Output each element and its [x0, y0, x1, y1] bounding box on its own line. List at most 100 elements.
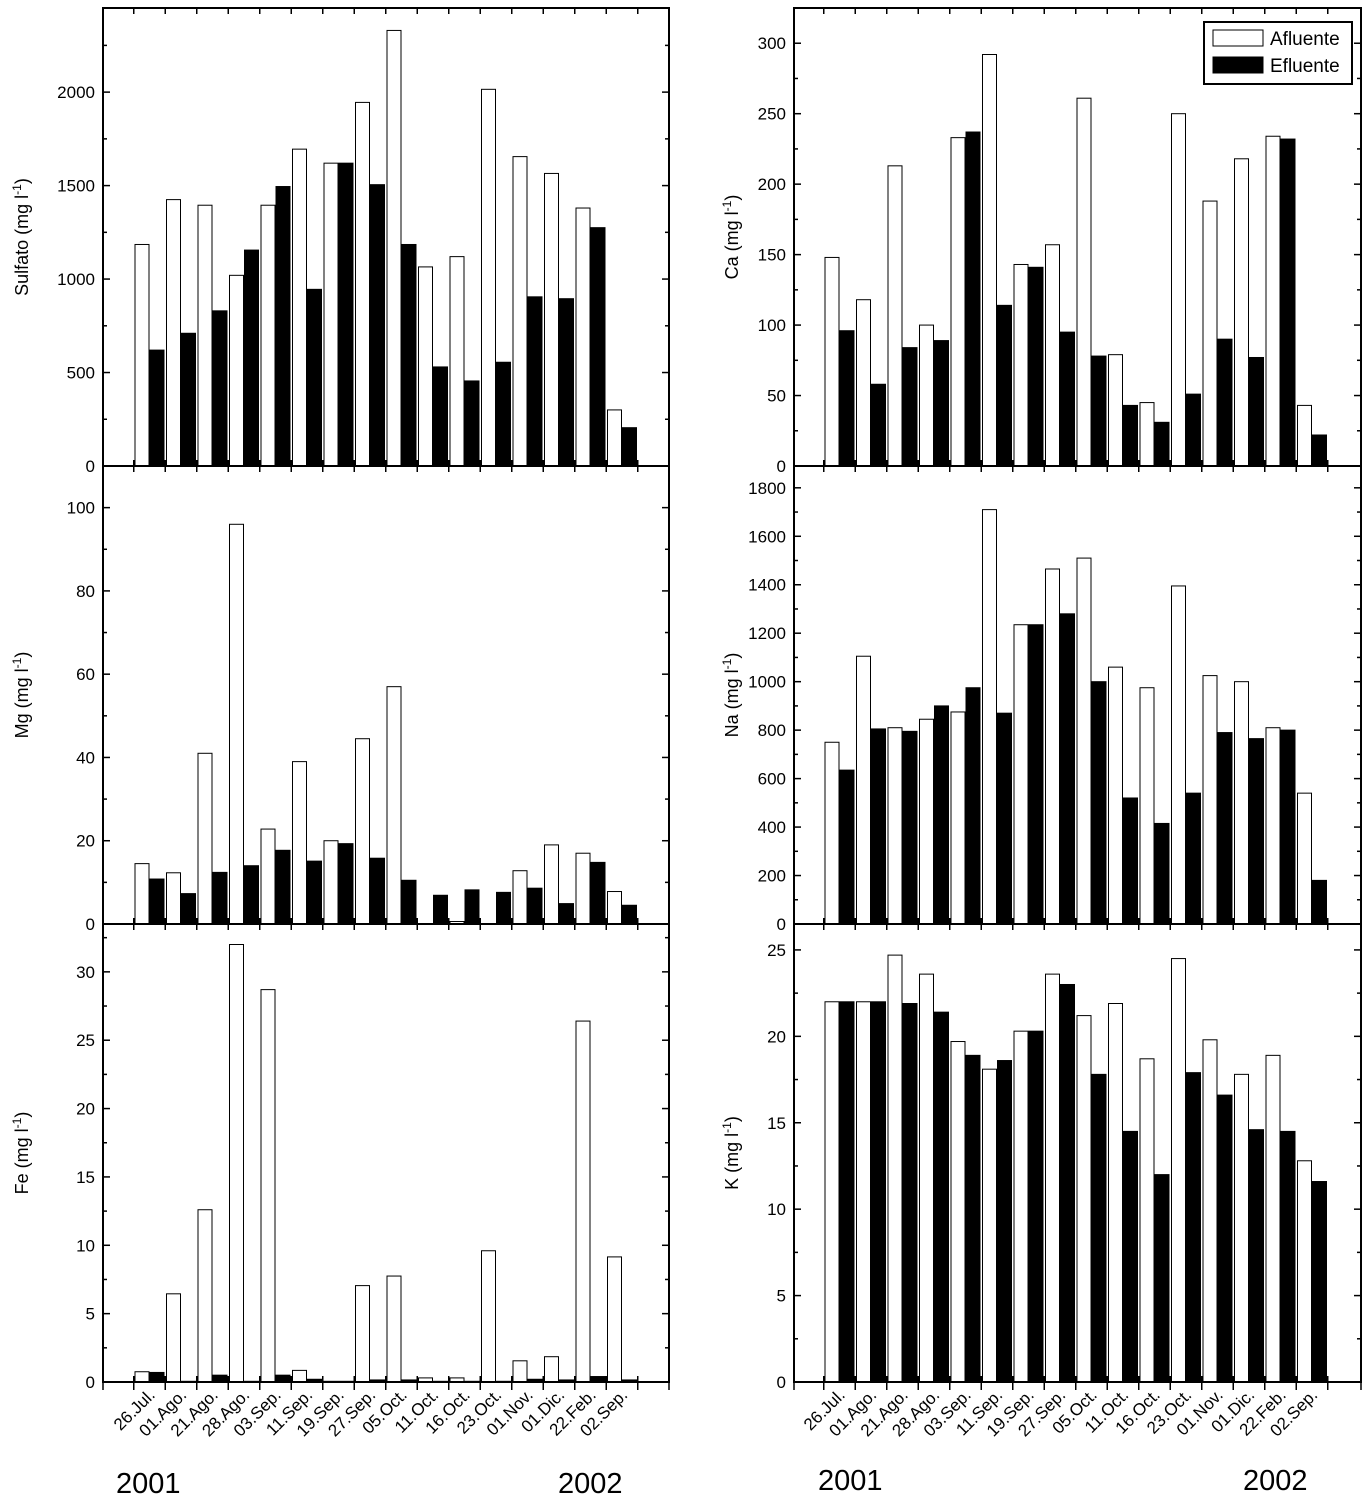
sulfato-bar-afluente-9 [418, 266, 433, 467]
ca-bar-efluente-9 [1123, 404, 1138, 467]
mg-bar-afluente-14 [575, 852, 591, 925]
mg-bar-efluente-14 [590, 861, 606, 925]
na-bar-afluente-12 [1202, 675, 1218, 925]
ca-bar-afluente-1 [856, 299, 871, 467]
fe-ylabel: Fe (mg l-1) [10, 1112, 32, 1195]
na-ytick-label: 400 [758, 818, 786, 837]
fe-bar-efluente-0 [149, 1371, 165, 1383]
sulfato-bar-afluente-10 [449, 256, 465, 467]
mg-bar-efluente-1 [181, 893, 196, 925]
ca-bar-efluente-12 [1217, 338, 1233, 467]
mg-bar-efluente-4 [275, 849, 291, 925]
mg-ytick-label: 80 [76, 582, 95, 601]
ca-bar-afluente-7 [1045, 244, 1060, 467]
fe-bar-afluente-0 [134, 1371, 150, 1383]
k-bar-afluente-8 [1076, 1015, 1092, 1383]
fe-bar-afluente-5 [292, 1369, 307, 1383]
ca-ytick-label: 50 [767, 387, 786, 406]
na-bar-afluente-3 [919, 718, 934, 925]
k-bar-efluente-1 [871, 1001, 886, 1383]
mg-bar-efluente-6 [338, 843, 354, 925]
na-ytick-label: 800 [758, 721, 786, 740]
ca-bar-efluente-14 [1280, 138, 1296, 467]
k-bar-afluente-4 [950, 1041, 966, 1383]
ca-bar-efluente-0 [839, 330, 855, 467]
ca-bar-afluente-0 [824, 256, 840, 467]
na-bar-efluente-5 [997, 712, 1012, 925]
legend-swatch-efluente [1212, 56, 1264, 74]
k-bar-efluente-12 [1217, 1094, 1233, 1383]
k-bar-afluente-10 [1139, 1058, 1155, 1383]
k-bar-efluente-8 [1091, 1073, 1107, 1383]
panel-sulfato: 0 500 1000 1500 2000 Sulfato (mg l-1) [10, 7, 670, 476]
mg-ytick-label: 40 [76, 748, 95, 767]
fe-bar-efluente-2 [212, 1374, 228, 1383]
k-bar-efluente-14 [1280, 1130, 1296, 1383]
na-bar-efluente-9 [1123, 797, 1138, 925]
ca-bar-efluente-4 [965, 131, 981, 467]
mg-bar-efluente-0 [149, 878, 165, 925]
k-bar-afluente-6 [1013, 1030, 1029, 1383]
mg-bar-efluente-5 [307, 860, 322, 925]
ca-bar-efluente-7 [1060, 331, 1075, 467]
sulfato-bar-afluente-11 [481, 88, 496, 467]
mg-bar-afluente-1 [166, 872, 181, 925]
fe-ytick-label: 15 [76, 1168, 95, 1187]
mg-bar-efluente-13 [559, 903, 574, 925]
fe-ytick-label: 20 [76, 1100, 95, 1119]
mg-bar-afluente-2 [197, 752, 213, 925]
na-bar-efluente-2 [902, 730, 918, 925]
na-bar-efluente-4 [965, 687, 981, 925]
na-bar-efluente-3 [934, 705, 949, 925]
mg-bar-efluente-8 [401, 879, 417, 925]
panel-k: 0 5 10 15 20 25 K (mg l-1) [720, 923, 1362, 1392]
sulfato-ylabel: Sulfato (mg l-1) [10, 178, 32, 296]
k-frame [793, 923, 1362, 1383]
fe-ytick-label: 5 [86, 1305, 95, 1324]
ca-ytick-label: 300 [758, 34, 786, 53]
na-bar-afluente-5 [982, 509, 997, 925]
mg-bar-efluente-3 [244, 865, 259, 925]
panel-ca: 0 50 100 150 200 250 300 Ca (mg l-1) [720, 7, 1362, 476]
sulfato-bar-efluente-13 [559, 298, 574, 467]
sulfato-bar-afluente-6 [323, 162, 339, 467]
sulfato-bar-afluente-4 [260, 204, 276, 467]
na-ytick-label: 200 [758, 867, 786, 886]
mg-bar-afluente-7 [355, 738, 370, 925]
sulfato-bar-efluente-0 [149, 349, 165, 467]
k-bar-efluente-6 [1028, 1030, 1044, 1383]
sulfato-bar-afluente-12 [512, 156, 528, 467]
fe-bar-afluente-15 [607, 1256, 622, 1383]
ca-bar-afluente-3 [919, 324, 934, 467]
na-bar-afluente-6 [1013, 624, 1029, 925]
mg-bar-afluente-8 [386, 686, 402, 925]
na-bar-efluente-15 [1312, 879, 1327, 925]
mg-bar-afluente-3 [229, 523, 244, 925]
ca-bar-efluente-15 [1312, 434, 1327, 467]
sulfato-bar-efluente-3 [244, 249, 259, 467]
mg-bar-efluente-7 [370, 857, 385, 925]
panel-mg: 0 20 40 60 80 100 Mg (mg l-1) [10, 465, 670, 934]
na-bar-efluente-10 [1154, 822, 1170, 925]
mg-bar-efluente-12 [527, 887, 543, 925]
na-bar-efluente-6 [1028, 624, 1044, 925]
ca-bar-afluente-2 [887, 165, 903, 467]
k-ytick-label: 5 [777, 1287, 786, 1306]
k-ytick-label: 20 [767, 1027, 786, 1046]
year-label-start-right: 2001 [818, 1465, 883, 1497]
k-bar-efluente-2 [902, 1003, 918, 1383]
sulfato-bar-afluente-0 [134, 243, 150, 467]
na-ytick-label: 1400 [748, 576, 786, 595]
mg-bar-afluente-4 [260, 828, 276, 925]
fe-bar-afluente-7 [355, 1285, 370, 1383]
ca-bar-afluente-4 [950, 137, 966, 467]
na-bar-efluente-14 [1280, 729, 1296, 925]
ca-bar-afluente-14 [1265, 135, 1281, 467]
na-ytick-label: 1200 [748, 624, 786, 643]
fe-ytick-label: 10 [76, 1236, 95, 1255]
mg-bar-afluente-5 [292, 761, 307, 925]
ca-bar-afluente-5 [982, 54, 997, 467]
ca-bar-efluente-1 [871, 383, 886, 467]
